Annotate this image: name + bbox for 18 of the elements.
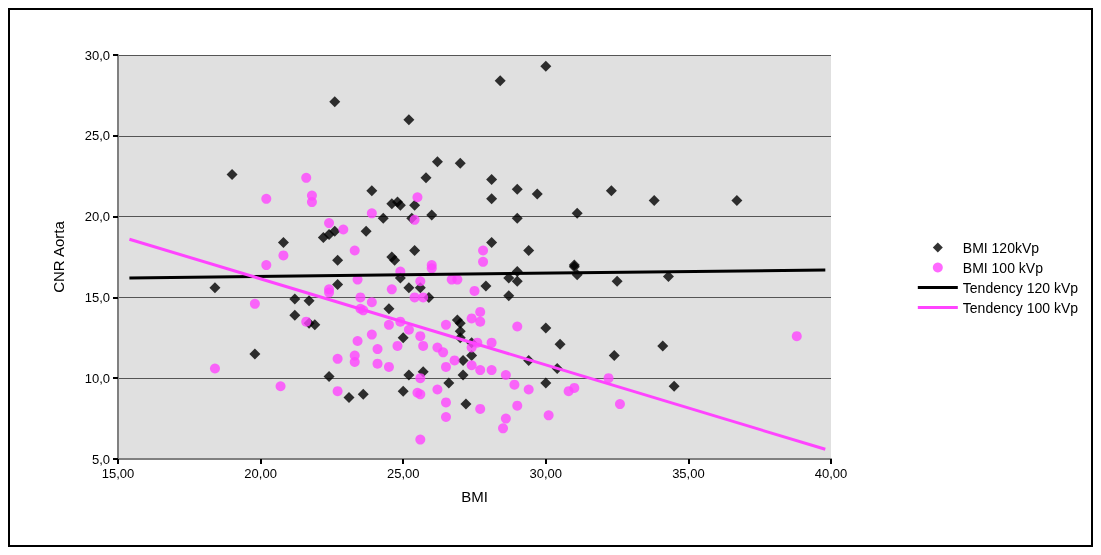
- x-tick-label: 30,00: [529, 466, 563, 481]
- y-tick-label: 5,0: [91, 451, 110, 467]
- x-axis-title: BMI: [461, 488, 488, 505]
- x-tick-label: 20,00: [244, 466, 277, 481]
- x-tick-label: 15,00: [101, 466, 135, 481]
- y-tick-label: 20,0: [84, 209, 110, 225]
- x-tick-label: 25,00: [386, 466, 420, 481]
- legend-label: Tendency 100 kVp: [962, 299, 1079, 316]
- x-tick-label: 35,00: [672, 466, 705, 481]
- x-tick-label: 40,00: [814, 466, 848, 481]
- y-tick-label: 10,0: [84, 370, 110, 386]
- y-axis-title: CNR Aorta: [50, 220, 67, 293]
- legend-label: Tendency 120 kVp: [962, 279, 1079, 296]
- y-tick-label: 30,0: [84, 47, 110, 63]
- y-tick-label: 25,0: [84, 128, 110, 144]
- y-tick-label: 15,0: [84, 289, 110, 305]
- legend-label: BMI 100 kVp: [962, 259, 1044, 276]
- legend-label: BMI 120kVp: [962, 239, 1040, 256]
